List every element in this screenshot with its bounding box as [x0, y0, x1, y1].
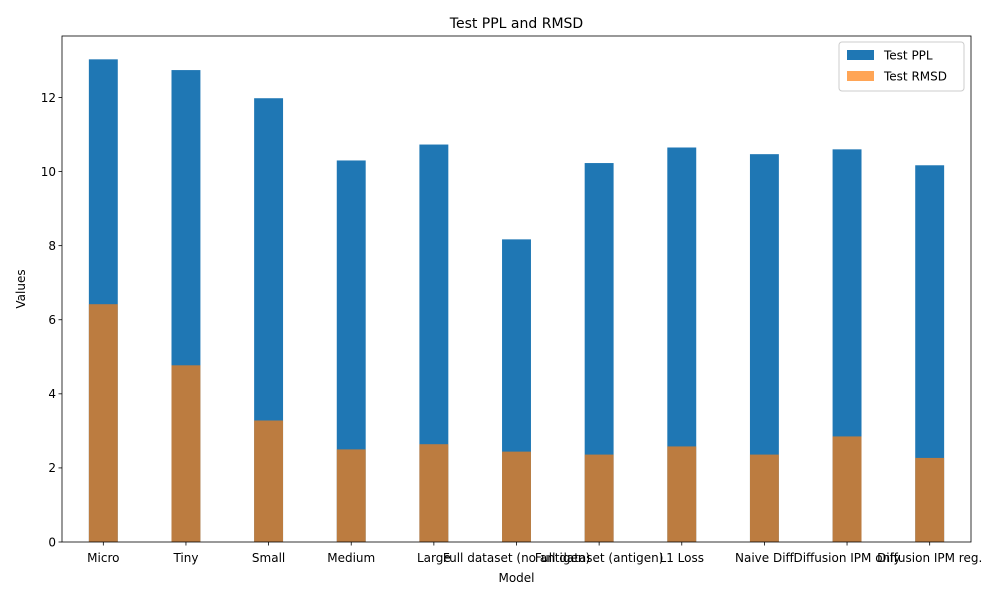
chart-title: Test PPL and RMSD: [449, 16, 583, 32]
x-tick-label: Large: [417, 551, 451, 565]
bar-test-rmsd-1: [171, 365, 201, 542]
bar-test-rmsd-10: [915, 457, 945, 542]
x-tick-label: Tiny: [172, 551, 198, 565]
x-tick-label: Diffusion IPM reg.: [877, 551, 982, 565]
legend-label: Test PPL: [883, 49, 933, 63]
bar-test-rmsd-6: [584, 454, 614, 542]
y-tick-label: 2: [48, 461, 56, 475]
y-tick-label: 4: [48, 387, 56, 401]
y-tick-label: 0: [48, 535, 56, 549]
y-tick-label: 6: [48, 313, 56, 327]
bar-test-rmsd-9: [832, 436, 862, 542]
bar-test-rmsd-2: [254, 420, 284, 542]
x-tick-label: Small: [252, 551, 285, 565]
bar-test-rmsd-7: [667, 446, 697, 542]
x-tick-label: Medium: [327, 551, 375, 565]
x-tick-label: Naive Diff: [735, 551, 795, 565]
legend-swatch: [847, 71, 874, 81]
bar-test-rmsd-0: [88, 304, 118, 542]
legend-label: Test RMSD: [883, 70, 947, 84]
y-tick-label: 10: [41, 165, 56, 179]
bar-test-rmsd-5: [502, 451, 531, 542]
bar-test-rmsd-4: [419, 444, 449, 542]
x-tick-label: Micro: [87, 551, 119, 565]
x-tick-label: Diffusion IPM only: [793, 551, 900, 565]
bar-test-rmsd-3: [336, 449, 366, 542]
x-tick-label: Full dataset (antigen): [535, 551, 663, 565]
x-tick-label: Full dataset (no antigen): [443, 551, 590, 565]
legend: Test PPL Test RMSD: [838, 41, 965, 92]
x-tick-label: L1 Loss: [660, 551, 704, 565]
x-axis-label: Model: [498, 571, 534, 585]
y-tick-label: 8: [48, 239, 56, 253]
y-tick-label: 12: [41, 91, 56, 105]
y-axis-label: Values: [14, 269, 28, 308]
legend-swatch: [847, 50, 874, 60]
bar-test-rmsd-8: [749, 454, 779, 542]
